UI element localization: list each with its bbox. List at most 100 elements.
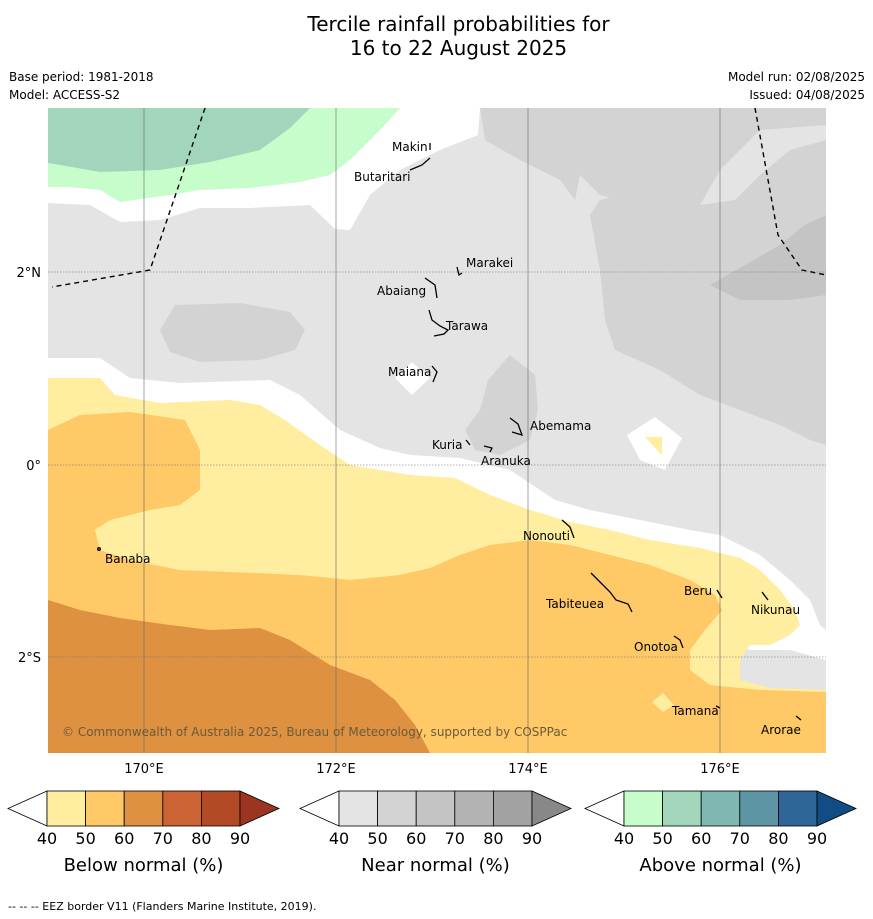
place-label-tabiteuea: Tabiteuea (545, 597, 604, 611)
colorbar-near-low-extension (299, 790, 340, 827)
place-label-tamana: Tamana (671, 704, 719, 718)
colorbar-near-tick-1: 50 (367, 829, 387, 848)
place-label-beru: Beru (684, 584, 712, 598)
colorbar-near-tick-4: 80 (483, 829, 503, 848)
colorbar-above-tick-4: 80 (768, 829, 788, 848)
island-onotoa (673, 635, 684, 649)
place-label-abemama: Abemama (530, 419, 591, 433)
eez-border-west (51, 108, 206, 288)
island-beru (716, 589, 723, 599)
model-run: Model run: 02/08/2025 (727, 70, 865, 84)
colorbar-near-high-extension (531, 790, 572, 827)
place-label-marakei: Marakei (466, 256, 513, 270)
colorbar-near-cell-3 (454, 790, 494, 827)
colorbar-near-tick-5: 90 (522, 829, 542, 848)
place-label-kuria: Kuria (432, 438, 463, 452)
island-tabiteuea (590, 572, 633, 613)
island-aranuka (483, 445, 493, 453)
island-maiana (431, 365, 438, 383)
white-patch-maiana (395, 362, 430, 395)
place-label-nonouti: Nonouti (523, 529, 570, 543)
colorbar-above-high-extension (816, 790, 857, 827)
forecast-map: Makin Butaritari Marakei Abaiang Tarawa … (7, 108, 857, 876)
colorbar-near-tick-2: 60 (406, 829, 426, 848)
lat-tick-2n: 2°N (17, 266, 42, 281)
graticule (48, 108, 826, 753)
colorbar-above-tick-1: 50 (652, 829, 672, 848)
colorbar-below-cell-3 (162, 790, 202, 827)
probability-field (48, 108, 826, 753)
eez-border-east (754, 108, 826, 276)
lon-tick-174: 174°E (508, 762, 548, 777)
colorbar-above-cell-0 (623, 790, 663, 827)
lat-tick-2s: 2°S (18, 651, 41, 666)
colorbar-below-cell-4 (200, 790, 241, 827)
place-label-banaba: Banaba (105, 552, 151, 566)
colorbar-below-label: Below normal (%) (64, 855, 224, 876)
place-label-maiana: Maiana (388, 365, 431, 379)
near-normal-60-region (710, 215, 826, 300)
colorbar-above-cell-3 (739, 790, 779, 827)
colorbar-below-tick-1: 50 (75, 829, 95, 848)
island-nonouti (561, 519, 575, 539)
above-normal-50-region (48, 108, 310, 172)
island-kuria (465, 439, 471, 446)
island-marakei (456, 266, 463, 277)
colorbar-above: 40 50 60 70 80 90 Above normal (%) (584, 790, 857, 876)
white-gap-north (48, 108, 480, 230)
island-nikunau (761, 591, 769, 601)
near-normal-50-region-east (590, 140, 826, 445)
colorbar-above-tick-2: 60 (691, 829, 711, 848)
colorbars: 40 50 60 70 80 90 Below normal (%) 40 50 60 70 80 90… (7, 790, 857, 876)
colorbar-below: 40 50 60 70 80 90 Below normal (%) (7, 790, 280, 876)
below-normal-patch-tamana (652, 693, 674, 712)
issued-date: Issued: 04/08/2025 (749, 88, 865, 102)
colorbar-below-tick-3: 70 (153, 829, 173, 848)
colorbar-near-label: Near normal (%) (361, 855, 510, 876)
below-normal-patch-east (645, 437, 662, 455)
place-label-abaiang: Abaiang (377, 284, 426, 298)
island-banaba (97, 547, 101, 551)
place-label-makin: Makin (392, 140, 428, 154)
colorbar-near-tick-0: 40 (329, 829, 349, 848)
place-label-nikunau: Nikunau (751, 603, 800, 617)
island-arorae (795, 715, 802, 721)
eez-borders (51, 108, 826, 288)
colorbar-below-cell-2 (123, 790, 164, 827)
near-normal-50-region-west (160, 303, 305, 362)
eez-source-note: -- -- -- EEZ border V11 (Flanders Marine… (8, 900, 317, 913)
island-abemama (509, 417, 524, 436)
colorbar-above-cell-1 (662, 790, 702, 827)
islands (97, 143, 802, 721)
place-label-aranuka: Aranuka (481, 454, 531, 468)
near-normal-50-region-north (480, 108, 826, 205)
base-period: Base period: 1981-2018 (9, 70, 154, 84)
colorbar-above-cell-2 (700, 790, 741, 827)
near-normal-50-region-edge (815, 410, 826, 445)
lon-tick-176: 176°E (700, 762, 740, 777)
copyright-notice: © Commonwealth of Australia 2025, Bureau… (62, 725, 567, 739)
colorbar-below-low-extension (7, 790, 48, 827)
island-abaiang (424, 277, 438, 299)
below-normal-60-region (48, 600, 430, 753)
colorbar-near-tick-3: 70 (445, 829, 465, 848)
title-line-2: 16 to 22 August 2025 (349, 36, 568, 60)
colorbar-below-tick-5: 90 (230, 829, 250, 848)
title-line-1: Tercile rainfall probabilities for (307, 12, 610, 36)
lon-tick-172: 172°E (316, 762, 356, 777)
lat-tick-0: 0° (26, 459, 41, 474)
colorbar-below-cell-1 (85, 790, 125, 827)
place-label-arorae: Arorae (761, 723, 801, 737)
island-tarawa (428, 309, 450, 337)
colorbar-above-tick-5: 90 (807, 829, 827, 848)
colorbar-near-cell-4 (492, 790, 533, 827)
colorbar-below-tick-4: 80 (191, 829, 211, 848)
colorbar-above-label: Above normal (%) (639, 855, 801, 876)
place-label-onotoa: Onotoa (634, 640, 678, 654)
island-tamana (715, 705, 721, 709)
colorbar-near-cell-1 (377, 790, 417, 827)
place-label-butaritari: Butaritari (354, 170, 411, 184)
place-label-tarawa: Tarawa (445, 319, 488, 333)
colorbar-above-tick-3: 70 (730, 829, 750, 848)
colorbar-below-tick-2: 60 (114, 829, 134, 848)
